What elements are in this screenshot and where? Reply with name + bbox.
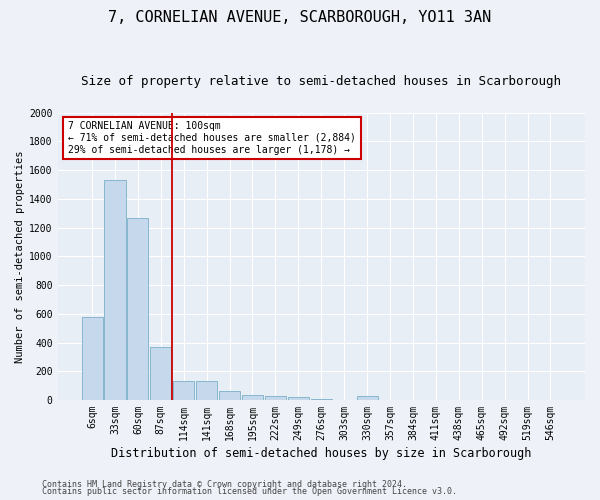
Text: Contains public sector information licensed under the Open Government Licence v3: Contains public sector information licen…	[42, 488, 457, 496]
Bar	[82, 316, 103, 400]
Bar	[311, 398, 332, 400]
Text: 7 CORNELIAN AVENUE: 100sqm
← 71% of semi-detached houses are smaller (2,884)
29%: 7 CORNELIAN AVENUE: 100sqm ← 71% of semi…	[68, 122, 356, 154]
Bar	[356, 396, 377, 400]
Title: Size of property relative to semi-detached houses in Scarborough: Size of property relative to semi-detach…	[81, 75, 561, 88]
X-axis label: Distribution of semi-detached houses by size in Scarborough: Distribution of semi-detached houses by …	[111, 447, 532, 460]
Bar	[104, 180, 125, 400]
Y-axis label: Number of semi-detached properties: Number of semi-detached properties	[15, 150, 25, 362]
Bar	[288, 397, 309, 400]
Bar	[242, 395, 263, 400]
Bar	[196, 382, 217, 400]
Bar	[150, 347, 172, 400]
Bar	[265, 396, 286, 400]
Bar	[127, 218, 148, 400]
Bar	[173, 382, 194, 400]
Text: Contains HM Land Registry data © Crown copyright and database right 2024.: Contains HM Land Registry data © Crown c…	[42, 480, 407, 489]
Bar	[219, 392, 240, 400]
Text: 7, CORNELIAN AVENUE, SCARBOROUGH, YO11 3AN: 7, CORNELIAN AVENUE, SCARBOROUGH, YO11 3…	[109, 10, 491, 25]
